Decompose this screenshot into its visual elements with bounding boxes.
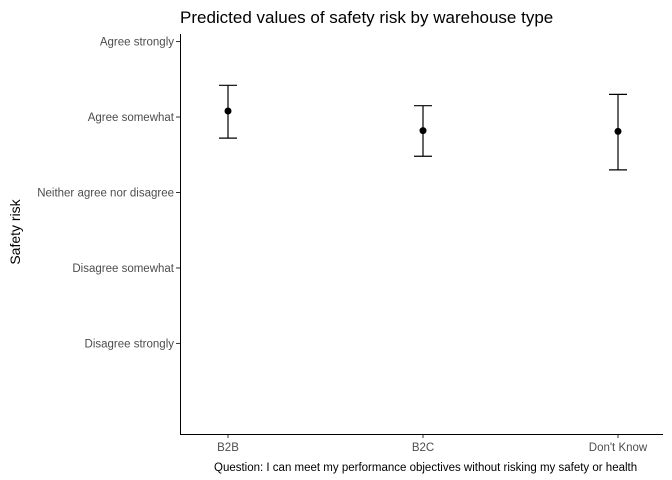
y-axis-label: Safety risk bbox=[7, 198, 23, 264]
y-tick-label: Disagree strongly bbox=[85, 338, 175, 350]
y-tick-label: Disagree somewhat bbox=[72, 263, 174, 275]
y-axis-ticks: Disagree strongly Disagree somewhat Neithe… bbox=[37, 37, 180, 350]
y-tick-label: Neither agree nor disagree bbox=[37, 187, 174, 199]
x-tick-label: B2C bbox=[412, 442, 434, 454]
x-tick-label: Don't Know bbox=[589, 442, 648, 454]
x-axis-ticks: B2B B2C Don't Know bbox=[217, 434, 648, 454]
data-point bbox=[614, 127, 622, 135]
chart-title: Predicted values of safety risk by wareh… bbox=[180, 8, 553, 27]
data-marks bbox=[219, 84, 627, 171]
x-tick-label: B2B bbox=[217, 442, 239, 454]
y-tick-label: Agree somewhat bbox=[88, 112, 175, 124]
x-axis-caption: Question: I can meet my performance obje… bbox=[214, 462, 637, 474]
data-point bbox=[419, 127, 427, 135]
y-tick-label: Agree strongly bbox=[100, 37, 174, 49]
data-point bbox=[224, 107, 232, 115]
